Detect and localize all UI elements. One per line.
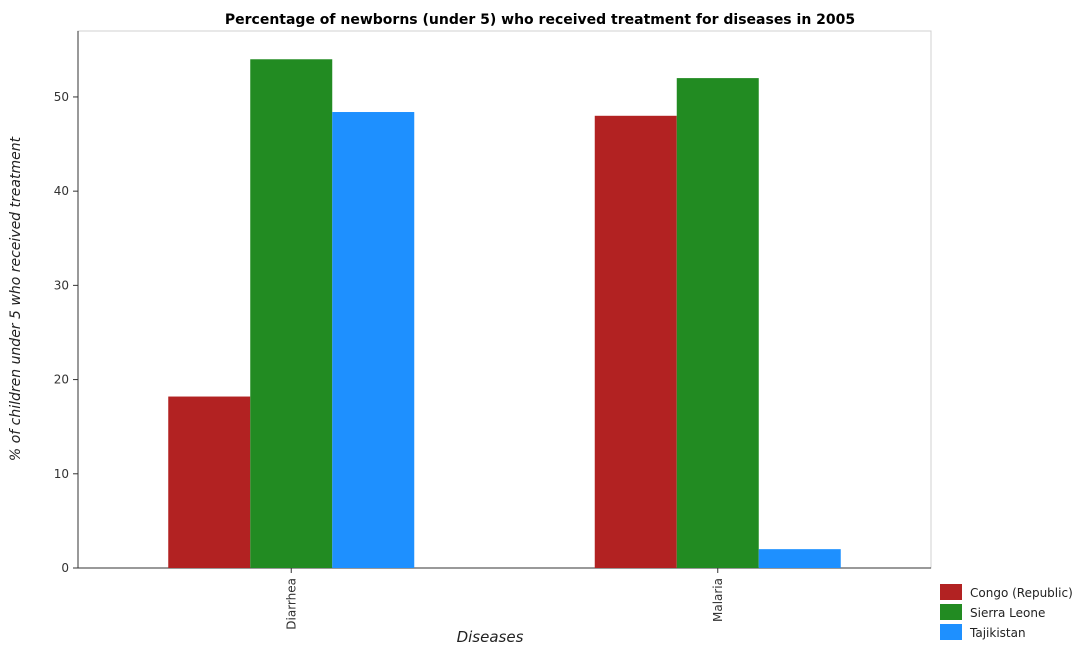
y-tick-label: 40 xyxy=(54,184,69,198)
y-tick-label: 10 xyxy=(54,467,69,481)
x-tick-label: Malaria xyxy=(711,578,725,622)
x-tick-label: Diarrhea xyxy=(284,578,298,630)
legend-swatch xyxy=(940,624,962,640)
legend: Congo (Republic) Sierra Leone Tajikistan xyxy=(940,584,1073,640)
legend-label: Sierra Leone xyxy=(970,606,1045,620)
y-axis: 0 10 20 30 40 50 xyxy=(54,31,79,575)
y-tick-label: 50 xyxy=(54,90,69,104)
bar xyxy=(676,78,759,569)
bars-group xyxy=(168,59,841,569)
x-axis-label: Diseases xyxy=(457,628,524,646)
y-axis-label: % of children under 5 who received treat… xyxy=(8,136,24,461)
y-tick-label: 30 xyxy=(54,278,69,292)
bar xyxy=(594,115,677,568)
bar xyxy=(250,59,333,569)
y-tick-label: 20 xyxy=(54,373,69,387)
bar xyxy=(168,396,251,568)
y-tick-label: 0 xyxy=(61,561,69,575)
legend-swatch xyxy=(940,584,962,600)
legend-swatch xyxy=(940,604,962,620)
x-axis: Diarrhea Malaria xyxy=(78,567,931,630)
bar xyxy=(332,112,415,568)
bar xyxy=(758,549,841,568)
legend-label: Tajikistan xyxy=(969,626,1026,640)
legend-label: Congo (Republic) xyxy=(970,586,1073,600)
chart-title: Percentage of newborns (under 5) who rec… xyxy=(225,12,855,28)
